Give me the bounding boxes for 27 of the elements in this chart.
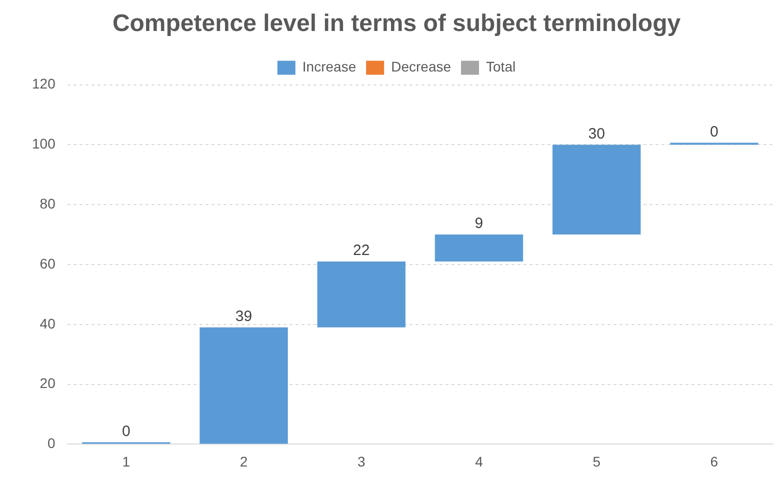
- bar: [552, 144, 641, 235]
- y-tick-label: 100: [32, 136, 56, 152]
- y-tick-label: 80: [40, 195, 56, 212]
- y-tick-label: 20: [40, 375, 56, 392]
- data-label: 39: [235, 308, 252, 326]
- x-tick-label: 1: [122, 453, 130, 470]
- data-label: 22: [353, 242, 370, 260]
- legend-label: Decrease: [391, 58, 452, 75]
- chart-title: Competence level in terms of subject terminology: [112, 10, 682, 38]
- bar: [200, 327, 288, 444]
- x-tick-label: 2: [240, 453, 248, 470]
- y-tick-label: 0: [48, 435, 56, 452]
- bar: [317, 262, 406, 328]
- bar: [434, 234, 524, 262]
- data-label: 0: [710, 123, 718, 140]
- x-tick-label: 3: [357, 453, 366, 470]
- data-label: 30: [588, 125, 605, 142]
- data-label: 0: [122, 422, 130, 440]
- x-tick-label: 5: [592, 453, 601, 470]
- data-label: 9: [474, 215, 484, 232]
- legend-label: Total: [486, 58, 516, 75]
- x-tick-label: 6: [710, 453, 718, 470]
- y-tick-label: 40: [40, 315, 56, 332]
- legend-label: Increase: [302, 58, 356, 75]
- y-tick-label: 60: [40, 255, 56, 272]
- x-tick-label: 4: [475, 453, 484, 470]
- y-tick-label: 120: [32, 76, 56, 92]
